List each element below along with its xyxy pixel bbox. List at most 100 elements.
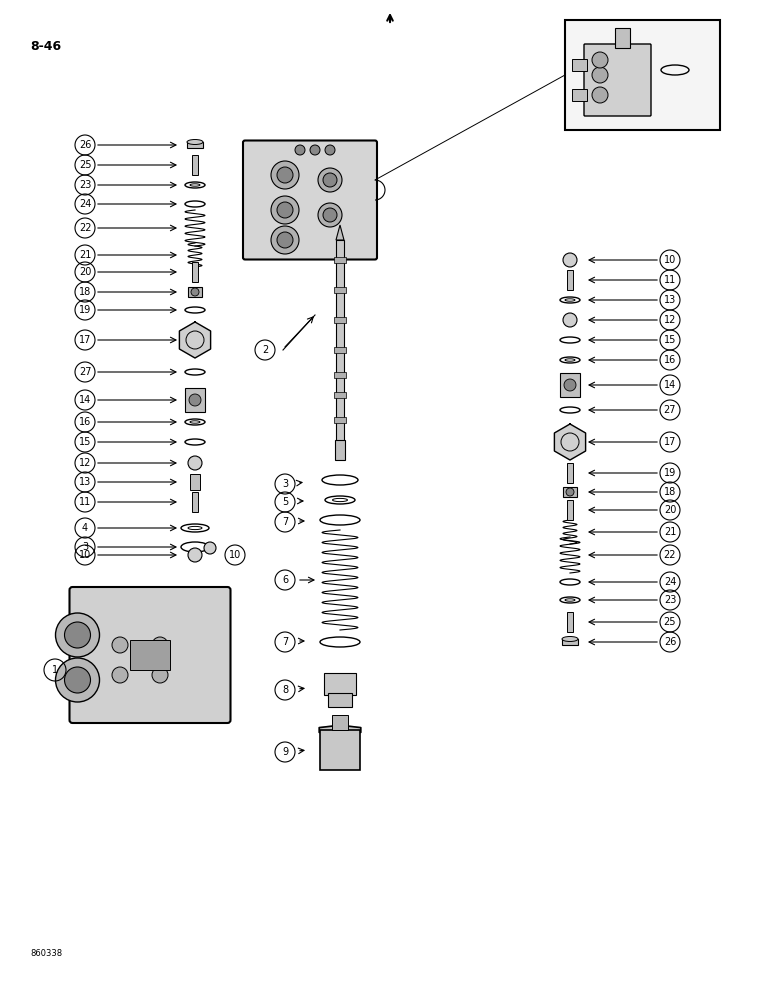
Bar xyxy=(560,373,580,397)
Bar xyxy=(334,372,346,378)
Bar xyxy=(130,640,170,670)
Bar xyxy=(192,492,198,512)
Polygon shape xyxy=(554,424,586,460)
Text: 23: 23 xyxy=(664,595,676,605)
Circle shape xyxy=(564,379,576,391)
Bar xyxy=(336,240,344,445)
Circle shape xyxy=(592,87,608,103)
Text: 16: 16 xyxy=(79,417,91,427)
Polygon shape xyxy=(179,322,211,358)
Text: 8-46: 8-46 xyxy=(30,40,61,53)
Circle shape xyxy=(318,168,342,192)
Circle shape xyxy=(56,658,100,702)
Bar xyxy=(320,730,361,770)
Bar xyxy=(567,270,573,290)
Circle shape xyxy=(204,542,216,554)
Bar xyxy=(324,673,356,695)
Bar xyxy=(567,500,573,520)
Circle shape xyxy=(152,637,168,653)
Bar xyxy=(335,440,345,460)
Text: 19: 19 xyxy=(664,468,676,478)
Circle shape xyxy=(277,167,293,183)
Text: 17: 17 xyxy=(664,437,676,447)
Text: 7: 7 xyxy=(282,637,288,647)
Circle shape xyxy=(323,208,337,222)
Circle shape xyxy=(65,622,90,648)
Circle shape xyxy=(592,67,608,83)
Circle shape xyxy=(56,613,100,657)
Circle shape xyxy=(188,548,202,562)
Circle shape xyxy=(277,202,293,218)
Bar xyxy=(190,474,200,490)
Text: 10: 10 xyxy=(79,550,91,560)
Text: 13: 13 xyxy=(79,477,91,487)
Bar xyxy=(563,487,577,497)
Bar xyxy=(188,287,202,297)
Text: 17: 17 xyxy=(79,335,91,345)
Text: 11: 11 xyxy=(664,275,676,285)
Text: 3: 3 xyxy=(282,479,288,489)
Bar xyxy=(562,639,578,645)
Text: 25: 25 xyxy=(664,617,676,627)
Text: 5: 5 xyxy=(282,497,288,507)
Text: 7: 7 xyxy=(282,517,288,527)
Text: 20: 20 xyxy=(79,267,91,277)
Circle shape xyxy=(592,52,608,68)
Text: 1: 1 xyxy=(52,665,58,675)
Bar xyxy=(185,388,205,412)
Circle shape xyxy=(271,226,299,254)
Text: 18: 18 xyxy=(79,287,91,297)
Bar xyxy=(567,463,573,483)
Bar xyxy=(567,612,573,632)
Bar xyxy=(572,59,587,71)
Text: 14: 14 xyxy=(79,395,91,405)
Text: 10: 10 xyxy=(664,255,676,265)
Text: 21: 21 xyxy=(79,250,91,260)
Text: 27: 27 xyxy=(664,405,676,415)
Text: 2: 2 xyxy=(262,345,268,355)
Text: 25: 25 xyxy=(79,160,91,170)
Text: 12: 12 xyxy=(664,315,676,325)
Bar xyxy=(334,392,346,398)
Bar xyxy=(187,142,203,148)
Text: 3: 3 xyxy=(82,542,88,552)
FancyBboxPatch shape xyxy=(584,44,651,116)
Bar xyxy=(334,317,346,323)
Text: 24: 24 xyxy=(79,199,91,209)
Text: 14: 14 xyxy=(664,380,676,390)
Text: 13: 13 xyxy=(664,295,676,305)
FancyBboxPatch shape xyxy=(243,140,377,259)
Bar xyxy=(334,347,346,353)
Text: 22: 22 xyxy=(79,223,91,233)
Text: 9: 9 xyxy=(282,747,288,757)
Text: 22: 22 xyxy=(664,550,676,560)
Text: 11: 11 xyxy=(79,497,91,507)
Circle shape xyxy=(188,456,202,470)
Ellipse shape xyxy=(562,637,578,642)
Circle shape xyxy=(191,288,199,296)
Circle shape xyxy=(323,173,337,187)
Text: 16: 16 xyxy=(664,355,676,365)
Text: 27: 27 xyxy=(79,367,91,377)
Text: 23: 23 xyxy=(79,180,91,190)
Circle shape xyxy=(295,145,305,155)
Circle shape xyxy=(152,667,168,683)
Circle shape xyxy=(65,667,90,693)
Circle shape xyxy=(112,637,128,653)
Circle shape xyxy=(271,196,299,224)
Circle shape xyxy=(277,232,293,248)
Circle shape xyxy=(310,145,320,155)
Ellipse shape xyxy=(187,139,203,144)
FancyBboxPatch shape xyxy=(69,587,231,723)
Text: 15: 15 xyxy=(664,335,676,345)
Text: 26: 26 xyxy=(79,140,91,150)
Circle shape xyxy=(189,394,201,406)
Text: 8: 8 xyxy=(282,685,288,695)
Text: 20: 20 xyxy=(664,505,676,515)
Bar xyxy=(565,20,720,130)
Circle shape xyxy=(271,161,299,189)
Text: 21: 21 xyxy=(664,527,676,537)
Bar xyxy=(332,715,348,730)
Bar xyxy=(334,417,346,423)
Text: 24: 24 xyxy=(664,577,676,587)
